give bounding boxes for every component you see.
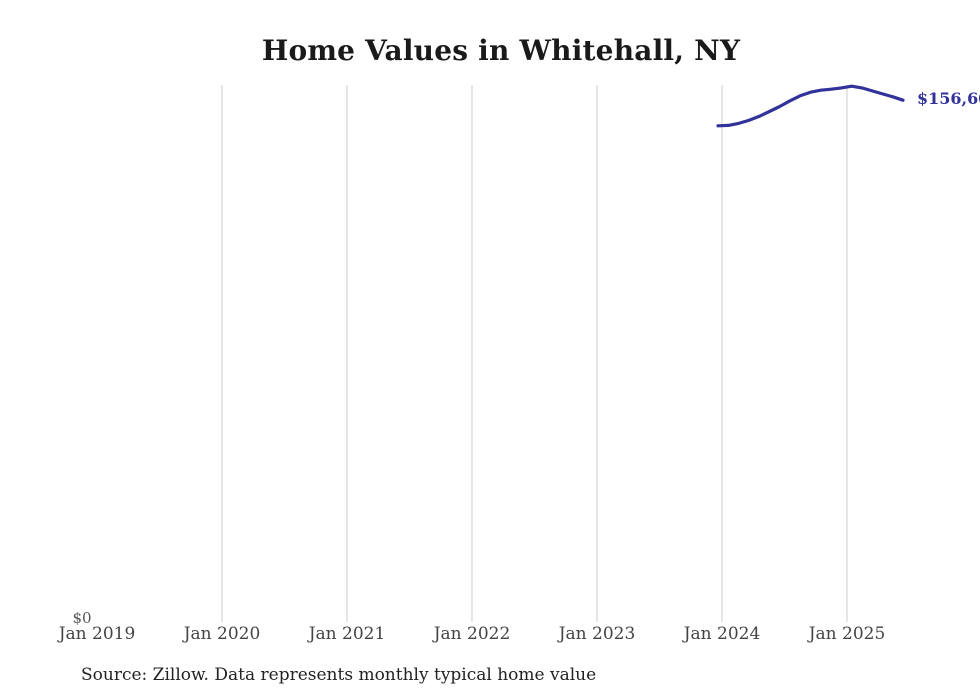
latest-value-visible: $156,6: [917, 89, 979, 108]
x-tick-label-jan-2022: Jan 2022: [433, 624, 511, 644]
y-axis-zero-label: $0: [72, 609, 92, 627]
x-tick-label-jan-2020: Jan 2020: [183, 624, 261, 644]
latest-value-label: $156,600: [917, 89, 980, 108]
home-value-line: [716, 84, 905, 128]
latest-value-clipped: 00: [978, 89, 980, 108]
x-tick-label-jan-2023: Jan 2023: [558, 624, 636, 644]
x-tick-label-jan-2024: Jan 2024: [683, 624, 761, 644]
x-tick-label-jan-2021: Jan 2021: [308, 624, 386, 644]
chart-title: Home Values in Whitehall, NY: [261, 34, 741, 67]
x-tick-label-jan-2025: Jan 2025: [808, 624, 886, 644]
x-tick-label-jan-2019: Jan 2019: [58, 624, 136, 644]
source-note: Source: Zillow. Data represents monthly …: [81, 665, 597, 685]
